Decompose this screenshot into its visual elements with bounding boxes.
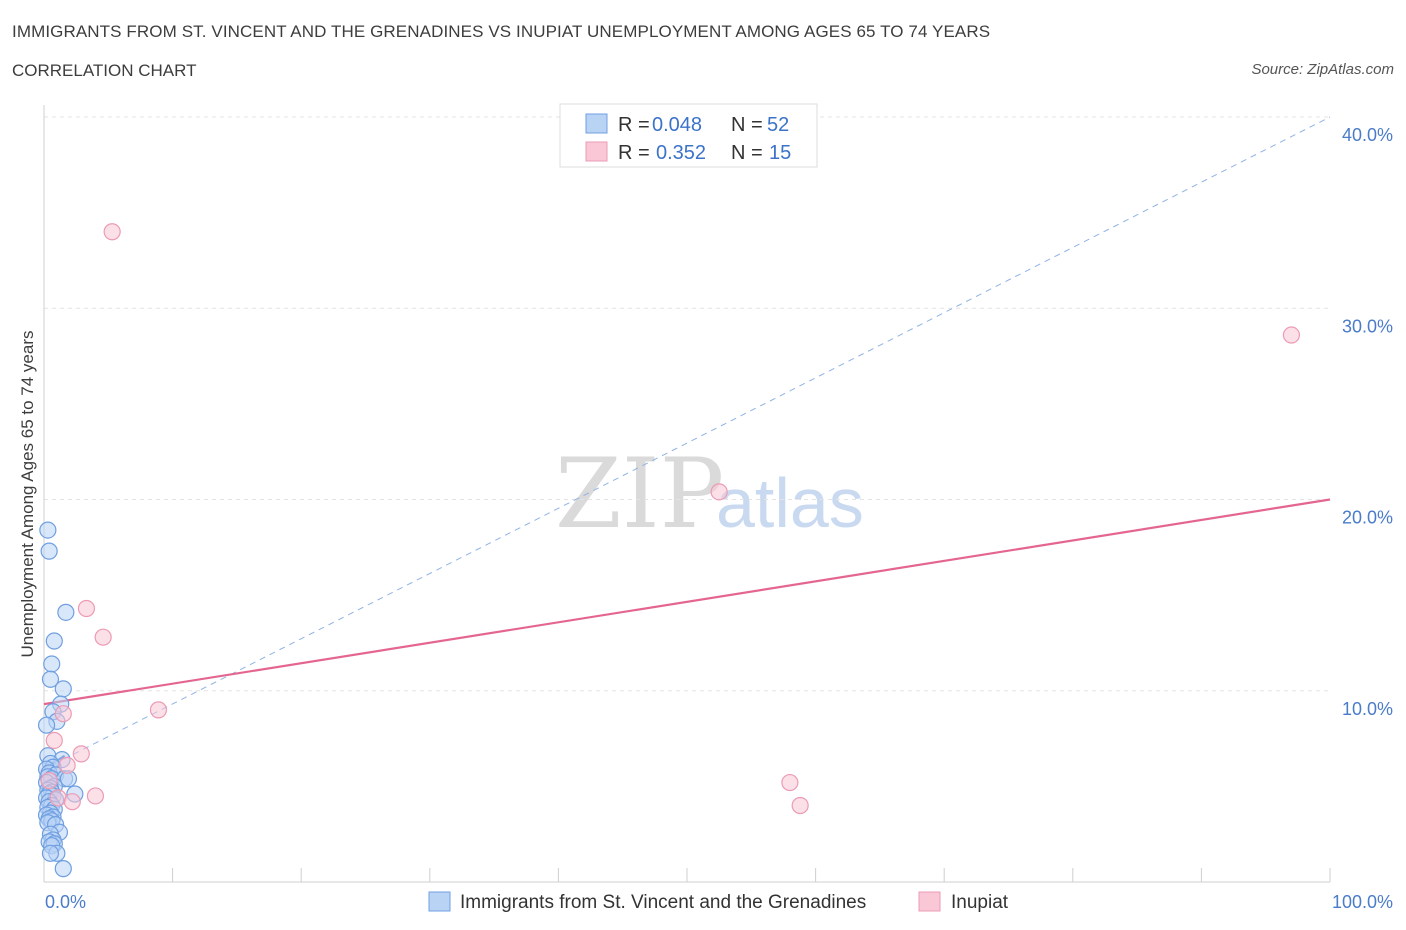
point-blue-5 bbox=[41, 670, 60, 688]
pink-trend-line bbox=[43, 498, 1331, 706]
point-pink-13 bbox=[49, 789, 67, 807]
point-blue-3 bbox=[45, 632, 63, 650]
point-blue-50 bbox=[41, 844, 60, 862]
point-pink-7 bbox=[45, 731, 63, 750]
legend-n-value-blue: 52 bbox=[767, 114, 789, 136]
data-points bbox=[37, 223, 1301, 878]
blue-trend-dashed bbox=[43, 116, 1331, 770]
y-tick-label-20: 20.0% bbox=[1342, 508, 1393, 528]
point-blue-2 bbox=[57, 603, 75, 621]
chart-subtitle: CORRELATION CHART bbox=[12, 61, 197, 80]
x-ticks bbox=[43, 868, 1331, 882]
legend-r-value-blue: 0.048 bbox=[652, 114, 702, 136]
point-pink-6 bbox=[54, 705, 72, 723]
point-pink-11 bbox=[781, 773, 799, 792]
point-blue-51 bbox=[54, 860, 72, 878]
legend-r-value-pink: 0.352 bbox=[656, 142, 706, 164]
trend-lines bbox=[43, 116, 1331, 771]
point-pink-4 bbox=[94, 628, 112, 646]
legend-swatch-blue bbox=[585, 113, 608, 134]
watermark-zip: ZIP bbox=[555, 438, 724, 550]
x-tick-label-min: 0.0% bbox=[45, 892, 86, 912]
point-pink-12 bbox=[86, 787, 105, 805]
legend-r-label-pink: R = bbox=[618, 142, 650, 164]
point-pink-9 bbox=[58, 756, 76, 774]
legend-n-label-blue: N = bbox=[731, 114, 763, 136]
y-tick-label-10: 10.0% bbox=[1342, 699, 1393, 719]
legend-n-value-pink: 15 bbox=[769, 142, 791, 164]
series-legend-swatch-blue bbox=[428, 891, 451, 912]
watermark-atlas: atlas bbox=[716, 464, 864, 542]
series-legend-swatch-pink bbox=[918, 891, 941, 912]
point-blue-10 bbox=[37, 716, 56, 734]
point-pink-8 bbox=[72, 745, 90, 763]
point-blue-1 bbox=[40, 542, 58, 560]
point-pink-15 bbox=[791, 796, 809, 815]
y-tick-label-40: 40.0% bbox=[1342, 125, 1393, 145]
point-pink-0 bbox=[103, 223, 121, 241]
grid-lines bbox=[44, 116, 1330, 692]
point-pink-2 bbox=[710, 483, 728, 501]
point-pink-5 bbox=[149, 701, 168, 719]
y-axis-label: Unemployment Among Ages 65 to 74 years bbox=[18, 331, 37, 658]
point-blue-4 bbox=[43, 655, 61, 673]
point-blue-0 bbox=[39, 521, 57, 539]
legend-r-label-blue: R = bbox=[618, 114, 650, 136]
y-tick-labels: 10.0% 20.0% 30.0% 40.0% bbox=[1342, 125, 1393, 719]
point-blue-6 bbox=[54, 680, 72, 698]
point-pink-1 bbox=[1282, 326, 1301, 344]
series-legend: Immigrants from St. Vincent and the Gren… bbox=[428, 891, 1009, 913]
y-tick-label-30: 30.0% bbox=[1342, 316, 1393, 336]
point-pink-3 bbox=[77, 599, 96, 618]
x-tick-label-max: 100.0% bbox=[1332, 892, 1393, 912]
source-credit: Source: ZipAtlas.com bbox=[1251, 61, 1394, 78]
legend-n-label-pink: N = bbox=[731, 142, 763, 164]
series-legend-label-blue: Immigrants from St. Vincent and the Gren… bbox=[460, 892, 866, 913]
series-legend-label-pink: Inupiat bbox=[951, 892, 1009, 913]
point-pink-14 bbox=[63, 793, 81, 811]
point-pink-10 bbox=[40, 772, 58, 790]
chart-title: IMMIGRANTS FROM ST. VINCENT AND THE GREN… bbox=[12, 22, 991, 41]
correlation-legend: R = 0.048 N = 52 R = 0.352 N = 15 bbox=[559, 103, 818, 168]
legend-swatch-pink bbox=[585, 141, 608, 162]
